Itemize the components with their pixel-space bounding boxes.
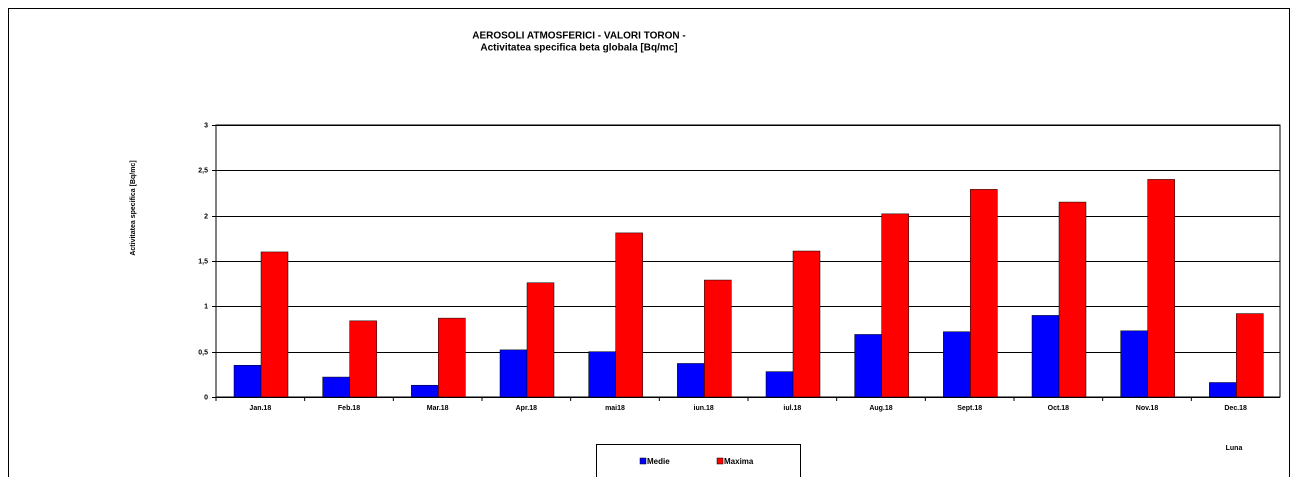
chart-subtitle: Activitatea specifica beta globala [Bq/m…	[480, 43, 677, 54]
x-axis-label: Luna	[1226, 445, 1243, 452]
x-tick-label: Dec.18	[1224, 405, 1247, 412]
bar	[260, 251, 289, 398]
x-tick-label: Aug.18	[869, 405, 892, 412]
y-tick-label: 0	[204, 394, 208, 401]
x-tick-label: Jan.18	[249, 405, 271, 412]
x-tick-label: Nov.18	[1136, 405, 1159, 412]
bar	[792, 250, 821, 398]
bar	[1236, 313, 1264, 398]
bar	[233, 365, 262, 398]
legend-label: Medie	[647, 457, 670, 466]
y-tick-label: 3	[204, 122, 208, 129]
bar	[1147, 179, 1175, 398]
y-axis-label: Activitatea specifica [Bq/mc]	[130, 160, 137, 255]
bar	[1031, 315, 1060, 398]
bar	[526, 282, 555, 398]
y-tick-label: 1,5	[198, 258, 208, 265]
bar	[765, 371, 794, 398]
bar	[499, 349, 528, 398]
bar	[322, 376, 350, 398]
bar	[943, 331, 971, 398]
bar	[588, 351, 616, 398]
bar	[411, 384, 439, 398]
bar	[854, 334, 882, 398]
legend-swatch	[639, 457, 647, 465]
y-tick-label: 1	[204, 303, 208, 310]
chart-title: AEROSOLI ATMOSFERICI - VALORI TORON -	[472, 31, 686, 42]
x-tick-label: Mar.18	[427, 405, 449, 412]
bar	[704, 279, 732, 398]
bar	[438, 317, 466, 398]
legend-box	[596, 444, 801, 477]
bar	[1209, 382, 1237, 398]
bar	[970, 189, 998, 398]
chart-frame	[8, 8, 1290, 477]
legend-label: Maxima	[724, 457, 754, 466]
x-tick-label: iun.18	[694, 405, 714, 412]
y-tick-label: 0,5	[198, 349, 208, 356]
x-tick-label: Sept.18	[957, 405, 982, 412]
bar	[615, 232, 643, 398]
bar	[1120, 330, 1148, 398]
legend-swatch	[716, 457, 724, 465]
y-tick-label: 2	[204, 213, 208, 220]
x-tick-label: Apr.18	[516, 405, 538, 412]
bar	[1058, 201, 1087, 398]
x-tick-label: Oct.18	[1048, 405, 1070, 412]
x-tick-label: Feb.18	[338, 405, 360, 412]
bar	[677, 363, 705, 398]
x-tick-label: mai18	[605, 405, 625, 412]
x-tick-label: iul.18	[783, 405, 801, 412]
y-tick-label: 2,5	[198, 167, 208, 174]
bar	[881, 213, 909, 398]
bar	[349, 320, 377, 398]
